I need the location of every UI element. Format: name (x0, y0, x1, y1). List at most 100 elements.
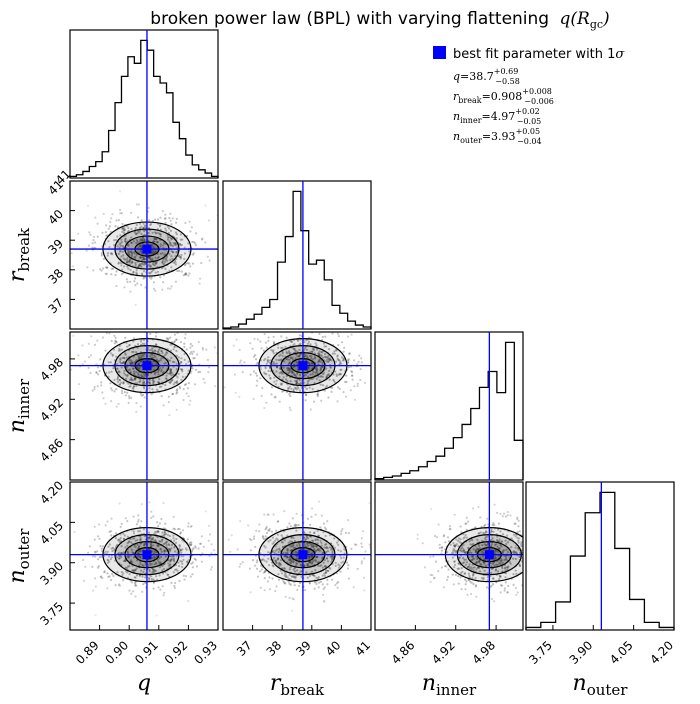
sample-point (296, 372, 299, 375)
sample-point (160, 550, 163, 553)
sample-point (457, 567, 461, 570)
sample-point (296, 588, 299, 591)
y-axis-label-r_break: rbreak (5, 227, 33, 282)
sample-point (329, 556, 332, 559)
sample-point (173, 554, 176, 558)
sample-point (100, 381, 103, 384)
sample-point (492, 522, 495, 525)
sample-point (158, 557, 161, 560)
sample-point (185, 560, 188, 563)
sample-point (132, 271, 135, 274)
sample-point (136, 343, 140, 346)
sample-point (134, 576, 137, 579)
sample-point (72, 334, 75, 337)
hist-panel-q (69, 29, 219, 179)
sample-point (118, 502, 121, 505)
sample-point (123, 226, 126, 230)
sample-point (168, 535, 171, 538)
sample-point (147, 576, 151, 580)
sample-point (482, 576, 485, 580)
sample-point (249, 549, 252, 552)
sample-point (319, 526, 322, 529)
sample-point (171, 392, 175, 396)
sample-point (81, 363, 84, 366)
sample-point (137, 530, 140, 533)
sample-point (121, 356, 124, 359)
sample-point (132, 552, 135, 555)
sample-point (500, 559, 503, 562)
sample-point (149, 562, 152, 565)
sample-point (319, 354, 322, 357)
sample-point (133, 256, 136, 259)
sample-point (312, 349, 315, 352)
sample-point (512, 573, 515, 576)
sample-point (169, 372, 172, 375)
sample-point (135, 402, 138, 405)
sample-point (172, 534, 175, 537)
sample-point (307, 341, 311, 344)
sample-point (96, 339, 99, 342)
sample-point (152, 578, 155, 581)
sample-point (480, 563, 483, 566)
sample-point (151, 568, 155, 571)
sample-point (110, 317, 112, 319)
sample-point (266, 513, 269, 516)
sample-point (77, 232, 80, 235)
sample-point (280, 572, 284, 575)
sample-point (348, 352, 351, 355)
sample-point (458, 556, 461, 559)
x-tick-label-q: 0.92 (162, 638, 191, 667)
sample-point (325, 345, 328, 348)
sample-point (118, 557, 121, 560)
sample-point (518, 564, 521, 567)
sample-point (514, 551, 517, 554)
sample-point (316, 394, 319, 398)
sample-point (294, 577, 297, 580)
sample-point (305, 354, 308, 357)
sample-point (143, 258, 146, 261)
sample-point (277, 563, 280, 566)
sample-point (113, 342, 116, 345)
sample-point (468, 565, 471, 568)
sample-point (481, 544, 484, 547)
sample-point (287, 558, 291, 561)
sample-point (169, 343, 172, 346)
x-tick-label-n_outer: 4.05 (607, 638, 636, 667)
sample-point (130, 241, 133, 244)
sample-point (315, 368, 319, 371)
sample-point (280, 358, 283, 361)
sample-point (496, 539, 499, 543)
sample-point (308, 574, 311, 578)
sample-point (328, 358, 331, 361)
sample-point (465, 561, 469, 564)
sample-point (289, 545, 292, 548)
sample-point (458, 549, 462, 552)
sample-point (117, 371, 120, 374)
sample-point (284, 575, 287, 579)
best-fit-marker (298, 361, 308, 371)
sample-point (322, 587, 325, 591)
sample-point (163, 591, 166, 594)
sample-point (492, 577, 495, 580)
sample-point (159, 233, 162, 236)
sample-point (304, 399, 307, 402)
sample-point (133, 372, 136, 375)
sample-point (308, 581, 311, 584)
sample-point (474, 526, 477, 529)
sample-point (142, 226, 145, 229)
sample-point (88, 545, 91, 548)
sample-point (134, 595, 137, 598)
sample-point (164, 549, 167, 553)
sample-point (161, 288, 164, 291)
sample-point (96, 566, 100, 569)
sample-point (142, 277, 145, 280)
sample-point (360, 361, 363, 364)
sample-point (117, 349, 120, 352)
sample-point (506, 566, 509, 569)
sample-point (151, 231, 154, 234)
sample-point (440, 549, 443, 552)
sample-point (157, 381, 160, 384)
sample-point (135, 584, 138, 587)
sample-point (161, 261, 164, 264)
sample-point (268, 564, 271, 567)
